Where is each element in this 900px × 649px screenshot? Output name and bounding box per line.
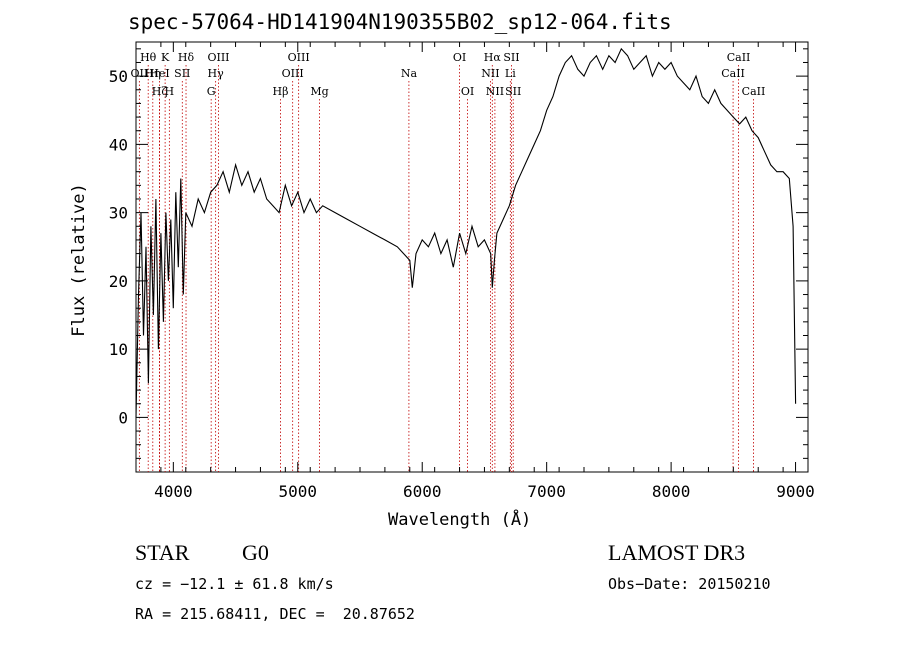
spectral-line-label: Hα <box>484 51 502 64</box>
spectral-line-label: Hθ <box>140 51 157 64</box>
spectral-line-label: Hδ <box>178 51 195 64</box>
spectral-line-label: Hη <box>145 67 161 80</box>
spectral-line-label: Na <box>401 67 418 80</box>
spectral-line-label: G <box>207 85 216 98</box>
coordinates-readout: RA = 215.68411, DEC = 20.87652 <box>135 605 415 623</box>
spectral-line-label: OI <box>461 85 474 98</box>
spectral-line-label: SII <box>174 67 190 80</box>
spectral-line-label: SII <box>503 51 519 64</box>
x-tick-label: 9000 <box>776 482 815 501</box>
chart-title: spec-57064-HD141904N190355B02_sp12-064.f… <box>128 10 672 34</box>
spectral-line-label: NII <box>486 85 504 98</box>
y-tick-label: 0 <box>118 408 128 427</box>
spectral-line-markers <box>138 65 754 472</box>
y-tick-label: 30 <box>109 204 128 223</box>
spectral-line-label: OIII <box>282 67 304 80</box>
spectral-line-label: K <box>161 51 170 64</box>
x-tick-label: 5000 <box>279 482 318 501</box>
spectral-line-label: CaII <box>721 67 745 80</box>
y-tick-label: 20 <box>109 272 128 291</box>
object-class: STAR <box>135 540 190 565</box>
spectral-line-label: Li <box>505 67 516 80</box>
plot-frame <box>135 41 809 473</box>
observation-date: Obs−Date: 20150210 <box>608 575 771 593</box>
flux-series-line <box>135 47 797 418</box>
spectral-line-label: OIII <box>207 51 229 64</box>
y-tick-label: 50 <box>109 67 128 86</box>
axis-ticks: 4000 5000 6000 7000 8000 9000 0 10 20 30 40 50 <box>109 42 815 501</box>
spectral-line-label: Mg <box>310 85 328 98</box>
redshift-readout: cz = −12.1 ± 61.8 km/s <box>135 575 334 593</box>
x-tick-label: 8000 <box>652 482 691 501</box>
y-axis-label: Flux (relative) <box>69 183 89 337</box>
spectral-line-label: CaII <box>727 51 751 64</box>
spectral-line-label: OIII <box>288 51 310 64</box>
spectral-line-label: OII <box>131 67 149 80</box>
x-tick-label: 6000 <box>403 482 442 501</box>
spectral-line-label: NII <box>481 67 499 80</box>
spectral-line-label: Hβ <box>273 85 289 98</box>
spectral-line-label: SII <box>505 85 521 98</box>
y-tick-label: 40 <box>109 135 128 154</box>
survey-name: LAMOST DR3 <box>608 540 746 565</box>
x-tick-label: 7000 <box>527 482 566 501</box>
y-tick-label: 10 <box>109 340 128 359</box>
object-subclass: G0 <box>242 540 269 565</box>
spectral-line-label: Hζ <box>152 85 168 98</box>
spectral-line-label: H <box>165 85 175 98</box>
x-tick-label: 4000 <box>154 482 193 501</box>
spectral-line-label: HeI <box>149 67 169 80</box>
spectral-line-label: OI <box>453 51 466 64</box>
x-axis-label: Wavelength (Å) <box>388 510 532 530</box>
spectral-line-label: CaII <box>742 85 766 98</box>
spectral-line-label: Hγ <box>208 67 225 80</box>
